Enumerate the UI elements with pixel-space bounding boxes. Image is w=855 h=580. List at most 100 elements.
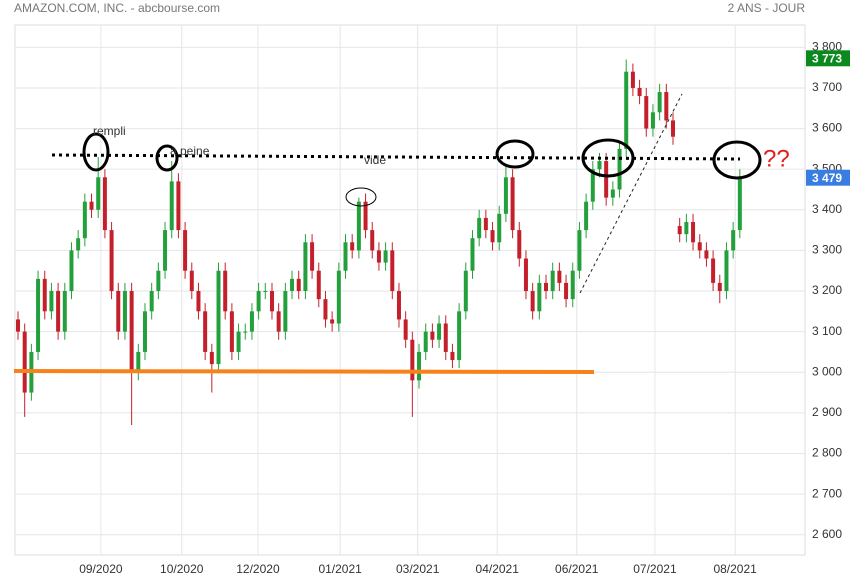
price-tag [806,169,850,186]
candle-body [670,120,675,137]
candle-body [22,331,27,393]
x-tick-label: 04/2021 [476,562,520,576]
annotation: à peine [170,144,210,158]
candle-body [356,201,361,251]
candle-body [256,291,261,312]
candle-body [731,230,736,251]
candle-body [82,201,87,239]
candle-body [303,242,308,292]
candle-body [163,230,168,271]
candle-body [577,230,582,271]
candle-body [129,291,134,373]
y-tick-label: 3 100 [812,324,842,338]
candle-body [550,270,555,292]
chart-subtitle: 2 ANS - JOUR [728,1,806,15]
candle-body [223,270,228,312]
circle [345,187,377,207]
candle-body [630,71,635,88]
candle-body [49,291,54,312]
candle-body [570,270,575,300]
candle-body [62,291,67,332]
candle-body [711,258,716,283]
candle-body [423,331,428,352]
candle-body [276,311,281,332]
y-tick-label: 3 400 [812,202,842,216]
x-tick-label: 08/2021 [713,562,757,576]
candle-body [477,217,482,239]
candle-body [290,278,295,292]
y-tick-label: 2 900 [812,405,842,419]
y-tick-label: 3 300 [812,243,842,257]
candle-body [637,87,642,97]
candle-body [42,278,47,312]
candle-body [269,291,274,312]
candle-body [142,311,147,352]
candle-body [296,278,301,292]
candle-body [383,250,388,263]
candle-body [396,291,401,320]
circle [712,140,762,180]
candle-body [644,96,649,129]
candle-body [136,351,141,373]
y-tick-label: 3 200 [812,283,842,297]
candle-body [463,270,468,312]
y-tick-label: 2 800 [812,446,842,460]
candle-body [443,323,448,352]
annotation: rempli [93,124,126,138]
y-tick-label: 2 600 [812,527,842,541]
candle-body [610,189,615,198]
candle-body [437,323,442,340]
candle-body [483,217,488,231]
x-tick-label: 03/2021 [396,562,440,576]
candle-body [430,331,435,340]
candle-body [704,250,709,259]
candle-body [450,351,455,361]
drawings: rempli à peine vide ?? [13,93,790,374]
candle-body [470,238,475,271]
circle [495,139,535,169]
candle-body [530,291,535,312]
candle-body [650,112,655,129]
candle-body [517,230,522,259]
candle-body [249,311,254,332]
candle-body [169,181,174,231]
price-tag-label: 3 773 [812,51,842,65]
plot: 2 600 2 700 2 800 2 900 3 000 3 100 3 200 3 300… [15,25,850,576]
candle-body [310,242,315,271]
candle-body [236,331,241,352]
candle-body [523,258,528,292]
candle-body [597,161,602,170]
candle-body [176,181,181,231]
candle-body [564,282,569,300]
candle-body [691,221,696,243]
candle-body [503,177,508,214]
candle-body [209,351,214,365]
candle-body [617,148,622,190]
candle-body [390,250,395,292]
x-tick-label: 07/2021 [633,562,677,576]
candle-body [717,282,722,292]
candle-body [229,311,234,352]
candle-body [510,177,515,231]
candle-body [36,278,41,352]
candle-body [410,339,415,381]
candle-body [697,242,702,251]
candle-body [203,311,208,352]
support-line [13,369,595,374]
resistance-line [51,153,741,161]
candle-body [263,291,268,293]
annotation: ?? [763,145,790,172]
x-tick-label: 01/2021 [318,562,362,576]
candle-body [624,71,629,149]
price-tag-label: 3 479 [812,171,842,185]
candle-body [724,250,729,292]
candle-body [590,169,595,202]
candle-body [189,270,194,292]
candle-body [457,311,462,361]
x-tick-label: 10/2020 [160,562,204,576]
x-tick-label: 06/2021 [555,562,599,576]
price-tag [806,50,850,67]
circle [82,132,110,172]
candle-body [684,221,689,235]
